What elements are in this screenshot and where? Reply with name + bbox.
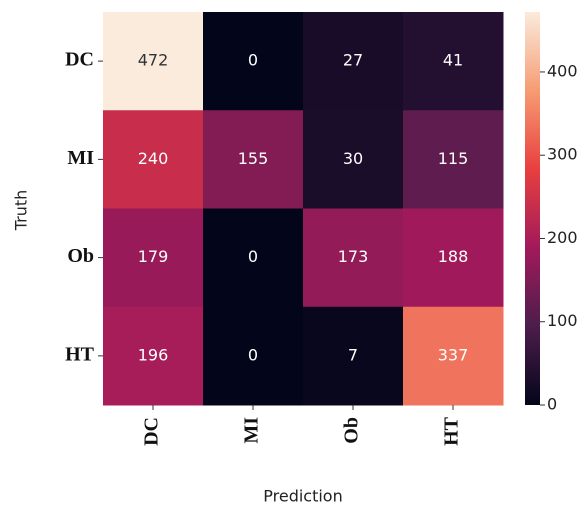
cell [303, 12, 404, 111]
cell-label: 188 [438, 247, 469, 266]
x-tick-label: DC [141, 417, 163, 446]
cell-label: 7 [348, 345, 358, 364]
colorbar-tick-label: 300 [547, 145, 578, 164]
y-tick-label: HT [65, 343, 95, 365]
colorbar [525, 12, 540, 405]
y-axis-label: Truth [12, 190, 31, 232]
colorbar-tick-label: 400 [547, 61, 578, 80]
y-tick-label: MI [67, 147, 94, 169]
cell-label: 115 [438, 149, 469, 168]
y-tick-label: DC [65, 49, 94, 71]
colorbar-tick-label: 100 [547, 311, 578, 330]
colorbar-tick-label: 0 [547, 395, 557, 414]
y-tick-label: Ob [67, 245, 94, 267]
cell-label: 0 [248, 51, 258, 70]
cell-label: 41 [443, 51, 463, 70]
cell [103, 110, 204, 209]
cell-label: 30 [343, 149, 363, 168]
cell-label: 0 [248, 345, 258, 364]
x-tick-label: HT [441, 416, 463, 446]
x-tick-label: MI [241, 417, 263, 444]
x-axis-label: Prediction [263, 487, 342, 506]
cell [403, 110, 504, 209]
cell [303, 208, 404, 308]
colorbar-tick-label: 200 [547, 228, 578, 247]
cell-label: 155 [238, 149, 269, 168]
cell [203, 306, 304, 406]
cell-label: 27 [343, 51, 363, 70]
cell [103, 306, 204, 406]
cell [403, 12, 504, 111]
cell [103, 208, 204, 308]
cell-label: 196 [138, 345, 169, 364]
cell [103, 12, 204, 111]
cell [203, 12, 304, 111]
cell [303, 306, 404, 406]
cell [203, 208, 304, 308]
cell [303, 110, 404, 209]
cell-label: 472 [138, 51, 169, 70]
cell-label: 0 [248, 247, 258, 266]
cell-label: 337 [438, 345, 469, 364]
cell [203, 110, 304, 209]
cell-label: 179 [138, 247, 169, 266]
x-tick-label: Ob [341, 417, 363, 444]
cell-label: 240 [138, 149, 169, 168]
cell-label: 173 [338, 247, 369, 266]
cell [403, 306, 504, 406]
cell [403, 208, 504, 308]
